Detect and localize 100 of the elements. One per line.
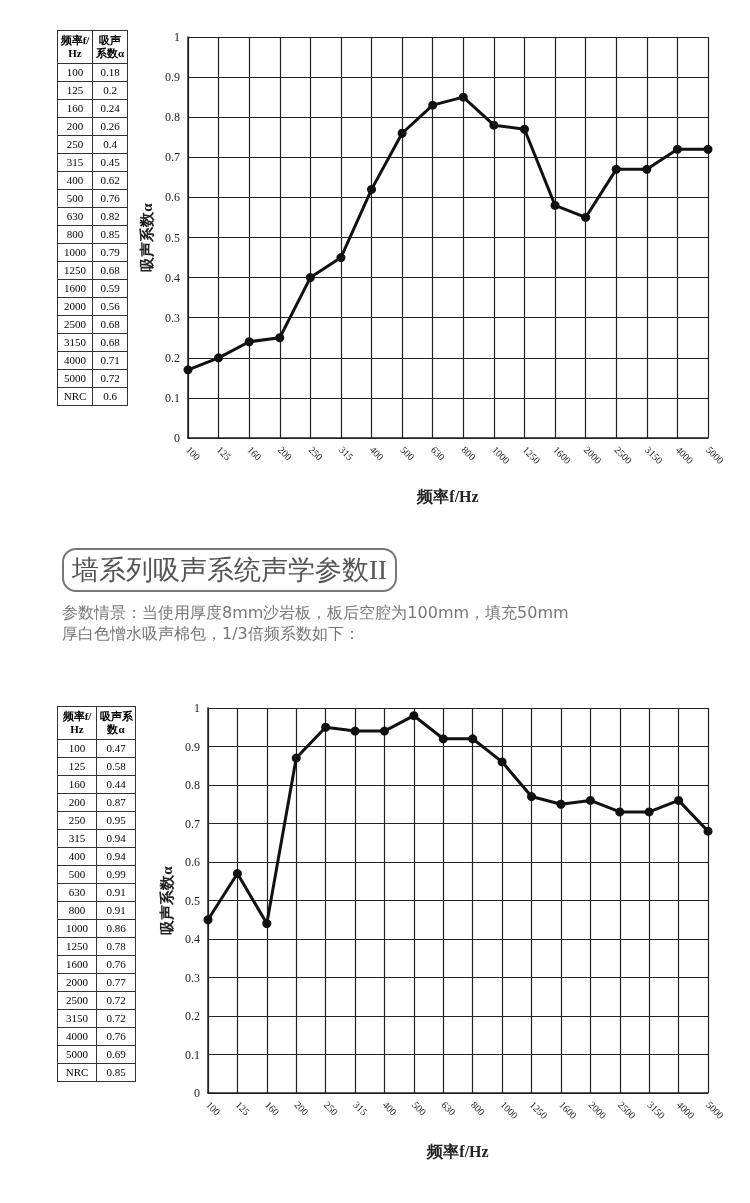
text: 500 [57, 865, 97, 884]
text: 4000 [57, 351, 93, 370]
x-tick-label: 160 [245, 444, 264, 463]
y-tick-label: 0.1 [165, 390, 180, 405]
text: NRC [57, 387, 93, 406]
point [644, 807, 654, 817]
text: 160 [57, 775, 97, 794]
text: 5000 [57, 1045, 97, 1064]
text: 0.94 [96, 829, 136, 848]
x-tick-label: 160 [262, 1099, 282, 1118]
y-axis-title: 吸声系数α [158, 865, 175, 935]
x-tick-label: 4000 [673, 444, 696, 467]
text: 1250 [57, 261, 93, 280]
text: 0.95 [96, 811, 136, 830]
point [336, 253, 346, 263]
text: 墙系列吸声系统声学参数II [62, 548, 397, 592]
point [409, 711, 419, 721]
text: 500 [57, 189, 93, 208]
text: 0.44 [96, 775, 136, 794]
point [611, 164, 621, 174]
y-tick-label: 0.6 [185, 855, 200, 869]
text: 0.45 [92, 153, 128, 172]
text: 频率f/Hz [57, 30, 93, 64]
text: 吸声系数α [92, 30, 128, 64]
point [585, 795, 595, 805]
point [232, 869, 242, 879]
point [527, 792, 537, 802]
point [703, 826, 713, 836]
text: 100 [57, 63, 93, 82]
point [350, 726, 360, 736]
x-tick-label: 1000 [498, 1099, 521, 1122]
text: 2000 [57, 973, 97, 992]
text: 0.76 [92, 189, 128, 208]
text: 0.71 [92, 351, 128, 370]
text: 250 [57, 811, 97, 830]
text: 频率f/Hz [57, 706, 97, 740]
text: 250 [57, 135, 93, 154]
x-tick-label: 630 [439, 1099, 458, 1118]
y-tick-label: 1 [174, 30, 180, 44]
text: 0.6 [92, 387, 128, 406]
x-tick-label: 250 [306, 444, 325, 463]
point [275, 333, 285, 343]
text: 1000 [57, 919, 97, 938]
x-tick-label: 400 [380, 1099, 399, 1118]
text: 0.72 [96, 991, 136, 1010]
text: 4000 [57, 1027, 97, 1046]
x-tick-label: 1250 [527, 1099, 550, 1122]
text: 200 [57, 793, 97, 812]
point [244, 337, 254, 347]
point [458, 92, 468, 102]
x-tick-label: 400 [367, 444, 387, 463]
point [556, 799, 566, 809]
text: 0.94 [96, 847, 136, 866]
x-tick-label: 250 [321, 1099, 341, 1118]
point [672, 144, 682, 154]
point [183, 365, 193, 375]
text: 1600 [57, 955, 97, 974]
y-tick-label: 0.3 [185, 970, 200, 985]
text: 0.99 [96, 865, 136, 884]
text: 0.68 [92, 315, 128, 334]
y-tick-label: 0 [174, 431, 180, 445]
x-tick-label: 100 [184, 444, 203, 463]
x-tick-label: 800 [468, 1099, 488, 1118]
x-tick-label: 125 [233, 1099, 252, 1118]
x-tick-label: 315 [337, 444, 356, 463]
point [581, 212, 591, 222]
text: 吸声系数α [96, 706, 136, 740]
text: 400 [57, 847, 97, 866]
point [291, 753, 301, 763]
y-tick-label: 0.8 [185, 778, 200, 792]
y-axis-title: 吸声系数α [138, 202, 155, 272]
text: 0.82 [92, 207, 128, 226]
text: 0.69 [96, 1045, 136, 1064]
text: 0.2 [92, 81, 128, 100]
point [305, 273, 315, 283]
text: 315 [57, 829, 97, 848]
text: 3150 [57, 1009, 97, 1028]
y-tick-label: 0.2 [185, 1009, 200, 1023]
x-tick-label: 200 [292, 1099, 311, 1118]
point [674, 795, 684, 805]
text: 0.4 [92, 135, 128, 154]
y-tick-label: 0.4 [165, 270, 180, 285]
y-tick-label: 1 [194, 701, 200, 715]
text: 125 [57, 757, 97, 776]
x-tick-label: 1600 [557, 1099, 579, 1122]
x-tick-label: 500 [409, 1099, 429, 1118]
y-tick-label: 0.5 [165, 230, 180, 245]
x-tick-label: 200 [275, 444, 295, 463]
y-tick-label: 0.6 [165, 190, 180, 205]
text: 5000 [57, 369, 93, 388]
text: 0.68 [92, 333, 128, 352]
x-tick-label: 1250 [520, 444, 543, 467]
x-tick-label: 630 [428, 444, 448, 463]
x-axis-title: 频率f/Hz [416, 486, 479, 505]
text: 0.91 [96, 901, 136, 920]
text: 0.26 [92, 117, 128, 136]
x-tick-label: 1600 [551, 444, 574, 467]
text: 100 [57, 739, 97, 758]
y-tick-label: 0 [194, 1086, 200, 1100]
y-tick-label: 0.9 [165, 70, 180, 85]
